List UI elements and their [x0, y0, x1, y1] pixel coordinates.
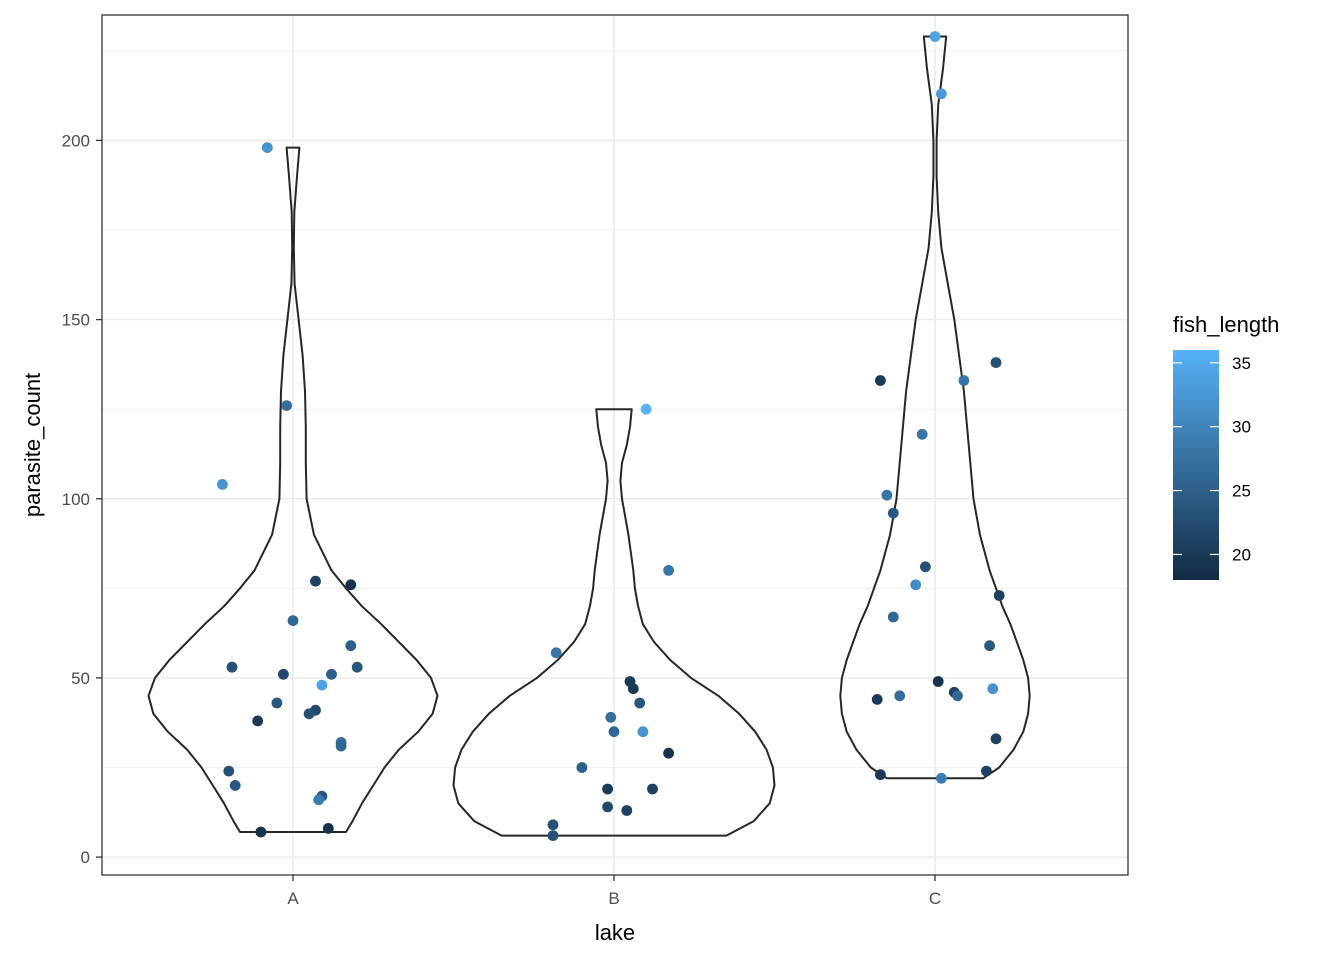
data-point	[875, 769, 886, 781]
data-point	[993, 590, 1005, 601]
data-point	[313, 794, 325, 806]
violin-C	[839, 35, 1031, 780]
axes: 0 50 100 150 200 A B C	[62, 131, 942, 908]
y-axis-title: parasite_count	[20, 373, 45, 517]
violin-A	[147, 146, 439, 833]
y-tick-label: 50	[71, 669, 90, 688]
data-point	[936, 772, 947, 784]
data-point	[316, 679, 328, 691]
data-point	[310, 575, 321, 587]
data-point	[335, 740, 347, 752]
data-point	[634, 697, 646, 709]
data-point	[984, 640, 995, 652]
y-tick-label: 150	[62, 311, 90, 330]
data-point	[281, 400, 292, 411]
data-point	[958, 375, 970, 386]
data-point	[621, 805, 633, 816]
data-point	[887, 507, 899, 519]
y-tick-label: 200	[62, 131, 90, 150]
data-point	[223, 765, 235, 777]
data-point	[547, 819, 559, 831]
panel-border	[101, 14, 1129, 876]
legend-tick-label: 25	[1232, 482, 1251, 501]
data-point	[871, 694, 883, 705]
data-point	[936, 88, 947, 100]
y-tick-label: 0	[81, 848, 90, 867]
data-point	[608, 726, 620, 738]
plot-panel	[101, 14, 1129, 876]
data-point	[640, 403, 652, 415]
data-point	[910, 579, 922, 591]
data-point	[550, 647, 562, 659]
violin-B	[452, 408, 776, 837]
data-point	[252, 715, 264, 727]
data-points	[217, 31, 1005, 841]
data-point	[990, 357, 1002, 368]
legend-colorbar	[1173, 350, 1219, 580]
data-point	[920, 561, 931, 573]
x-tick-label: C	[929, 889, 941, 908]
data-point	[875, 375, 886, 386]
data-point	[226, 661, 238, 673]
data-point	[602, 783, 613, 795]
color-legend: fish_length 20 25 30 35	[1173, 312, 1279, 580]
y-tick-label: 100	[62, 490, 90, 509]
legend-tick-label: 30	[1232, 418, 1251, 437]
data-point	[916, 428, 928, 440]
legend-tick-label: 35	[1232, 354, 1251, 373]
x-tick-label: A	[287, 889, 299, 908]
data-point	[271, 697, 283, 709]
violins	[147, 35, 1031, 837]
data-point	[929, 31, 941, 42]
data-point	[345, 640, 357, 652]
data-point	[881, 489, 893, 501]
data-point	[981, 765, 992, 777]
data-point	[303, 708, 315, 720]
data-point	[229, 780, 241, 791]
data-point	[217, 479, 228, 490]
data-point	[287, 615, 299, 626]
grid-lines	[102, 15, 1128, 875]
data-point	[261, 142, 273, 154]
data-point	[932, 676, 944, 687]
legend-tick-label: 20	[1232, 545, 1251, 564]
data-point	[663, 565, 674, 576]
data-point	[322, 823, 334, 834]
data-point	[990, 733, 1002, 745]
data-point	[627, 683, 639, 695]
data-point	[547, 830, 559, 841]
data-point	[602, 801, 613, 813]
data-point	[326, 668, 337, 680]
data-point	[987, 683, 999, 695]
data-point	[351, 661, 363, 673]
data-point	[952, 690, 963, 702]
data-point	[894, 690, 906, 702]
data-point	[887, 611, 899, 623]
data-point	[637, 726, 649, 738]
x-axis-title: lake	[595, 920, 635, 945]
data-point	[605, 711, 617, 723]
data-point	[255, 826, 267, 838]
legend-title: fish_length	[1173, 312, 1279, 337]
data-point	[278, 668, 289, 680]
data-point	[345, 579, 357, 591]
data-point	[647, 783, 658, 795]
data-point	[663, 747, 674, 759]
data-point	[576, 762, 588, 773]
x-tick-label: B	[608, 889, 619, 908]
legend-ticks: 20 25 30 35	[1173, 354, 1251, 564]
